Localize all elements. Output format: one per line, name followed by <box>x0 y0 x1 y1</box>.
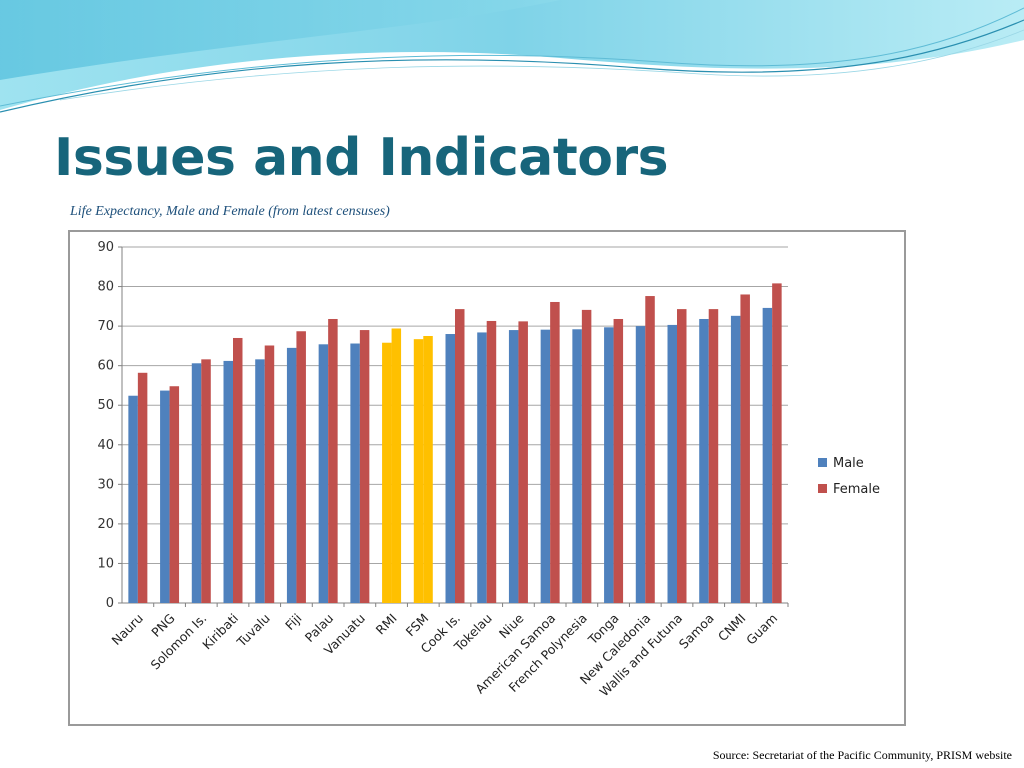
bar-female <box>328 318 338 603</box>
y-tick-label: 70 <box>97 319 114 334</box>
decorative-wave-banner <box>0 0 1024 113</box>
bar-female <box>486 320 497 603</box>
source-note: Source: Secretariat of the Pacific Commu… <box>712 748 1012 762</box>
bar-female <box>137 372 148 603</box>
bar-male <box>318 344 329 603</box>
legend-swatch <box>818 458 827 467</box>
bar-female <box>169 386 180 603</box>
x-tick-label: RMI <box>373 611 400 638</box>
slide-title: Issues and Indicators <box>54 128 669 188</box>
bar-female <box>359 330 370 603</box>
bar-male <box>191 363 202 603</box>
bar-female <box>233 337 243 603</box>
bar-male <box>128 395 138 603</box>
x-tick-label: CNMI <box>715 611 749 645</box>
bar-female <box>772 283 782 603</box>
y-tick-label: 50 <box>97 398 114 413</box>
chart-subtitle: Life Expectancy, Male and Female (from l… <box>70 204 390 219</box>
y-tick-label: 30 <box>97 477 114 492</box>
x-tick-label: Kiribati <box>199 611 241 653</box>
bar-female <box>296 331 306 603</box>
bar-female <box>201 359 211 603</box>
bar-female <box>677 309 687 603</box>
x-tick-label: Fiji <box>282 611 304 633</box>
bar-male <box>604 327 614 603</box>
bar-female <box>645 296 655 603</box>
bar-male <box>730 315 741 603</box>
x-tick-label: Nauru <box>109 611 146 648</box>
legend-label: Female <box>833 482 880 497</box>
bar-male <box>508 330 519 603</box>
bar-female <box>613 318 624 603</box>
bar-male <box>699 318 709 603</box>
bar-male <box>635 326 646 603</box>
bar-male <box>160 390 170 603</box>
bar-male <box>762 307 773 603</box>
x-tick-label: Samoa <box>676 611 717 652</box>
bar-female <box>740 294 750 603</box>
y-tick-label: 90 <box>97 240 114 255</box>
y-tick-label: 0 <box>106 596 114 611</box>
x-tick-label: Tuvalu <box>233 611 273 651</box>
bar-male <box>350 343 360 603</box>
bar-male <box>540 329 551 603</box>
y-tick-label: 10 <box>97 556 114 571</box>
x-tick-label: Guam <box>743 611 780 648</box>
bar-male <box>255 359 265 603</box>
bar-female <box>708 309 719 603</box>
bar-male <box>382 342 392 603</box>
bar-male <box>572 329 582 603</box>
y-tick-label: 40 <box>97 438 114 453</box>
bar-male <box>223 360 233 603</box>
bar-female <box>391 328 402 603</box>
legend-label: Male <box>833 456 864 471</box>
bar-female <box>518 321 528 603</box>
bar-male <box>667 324 677 603</box>
bar-female <box>423 336 433 603</box>
bar-male <box>445 334 455 603</box>
y-tick-label: 60 <box>97 359 114 374</box>
legend-swatch <box>818 484 827 493</box>
bar-female <box>581 309 592 603</box>
bar-female <box>264 345 275 603</box>
bar-male <box>286 347 297 603</box>
y-tick-label: 20 <box>97 517 114 532</box>
bar-female <box>455 309 465 603</box>
y-tick-label: 80 <box>97 280 114 295</box>
bar-male <box>477 332 487 603</box>
bar-female <box>550 301 560 603</box>
bar-male <box>413 339 424 603</box>
